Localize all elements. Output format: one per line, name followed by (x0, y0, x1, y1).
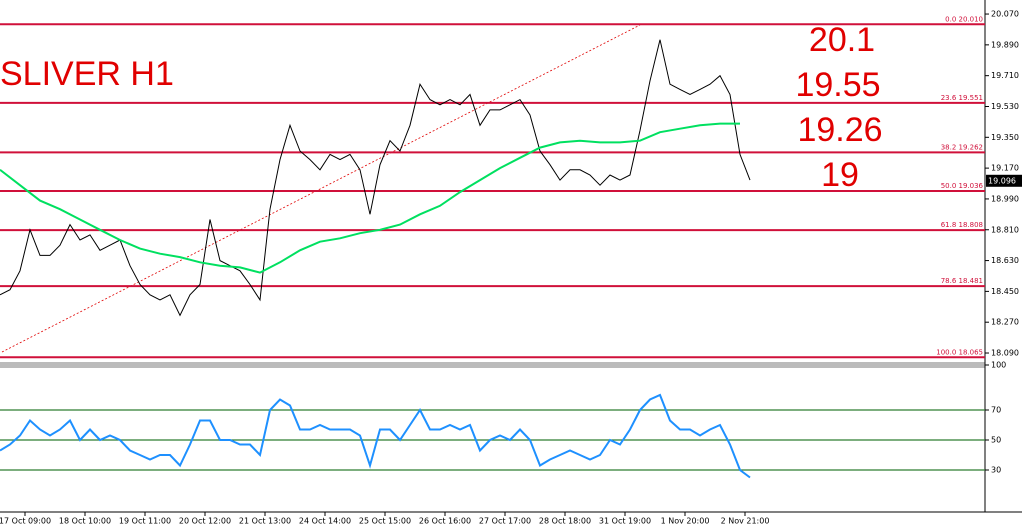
y-tick-label: 70 (991, 406, 1001, 415)
fib-trendline (1, 24, 641, 353)
y-tick-label: 18.270 (991, 318, 1019, 327)
x-tick-label: 27 Oct 17:00 (479, 517, 531, 526)
x-tick-label: 25 Oct 15:00 (359, 517, 411, 526)
y-tick-label: 18.090 (991, 349, 1019, 358)
fib-label: 61.8 18.808 (941, 221, 983, 229)
x-tick-label: 31 Oct 19:00 (599, 517, 651, 526)
y-tick-label: 18.630 (991, 256, 1019, 265)
annotation: 19.26 (797, 111, 882, 149)
fib-label: 78.6 18.481 (941, 277, 983, 285)
x-tick-label: 28 Oct 18:00 (539, 517, 591, 526)
chart-title: SLIVER H1 (0, 55, 174, 93)
fib-label: 0.0 20.010 (945, 15, 983, 23)
y-tick-label: 19.530 (991, 102, 1019, 111)
y-tick-label: 18.990 (991, 194, 1019, 203)
pane-separator (0, 362, 985, 368)
x-tick-label: 2 Nov 21:00 (721, 517, 770, 526)
annotation: 20.1 (809, 21, 875, 59)
annotation: 19 (821, 156, 859, 194)
x-tick-label: 20 Oct 12:00 (179, 517, 231, 526)
annotation: 19.55 (795, 66, 880, 104)
x-tick-label: 24 Oct 14:00 (299, 517, 351, 526)
last-price-box (986, 174, 1022, 187)
x-tick-label: 18 Oct 10:00 (59, 517, 111, 526)
y-tick-label: 18.450 (991, 287, 1019, 296)
last-price-label: 19.096 (988, 176, 1016, 185)
fib-label: 38.2 19.262 (941, 143, 983, 151)
y-tick-label: 19.710 (991, 71, 1019, 80)
fib-label: 23.6 19.551 (941, 94, 983, 102)
series-line (0, 122, 740, 274)
y-tick-label: 19.890 (991, 40, 1019, 49)
y-tick-label: 18.810 (991, 225, 1019, 234)
series-line (0, 393, 751, 479)
y-tick-label: 19.350 (991, 133, 1019, 142)
y-tick-label: 50 (991, 436, 1001, 445)
fib-label: 50.0 19.036 (941, 182, 984, 190)
x-tick-label: 21 Oct 13:00 (239, 517, 291, 526)
y-tick-label: 20.070 (991, 10, 1019, 19)
series-line (0, 39, 751, 317)
x-tick-label: 17 Oct 09:00 (0, 517, 51, 526)
y-tick-label: 19.170 (991, 164, 1019, 173)
x-tick-label: 26 Oct 16:00 (419, 517, 471, 526)
y-tick-label: 100 (991, 361, 1006, 370)
x-tick-label: 19 Oct 11:00 (119, 517, 171, 526)
x-tick-label: 1 Nov 20:00 (661, 517, 710, 526)
y-tick-label: 30 (991, 466, 1001, 475)
fib-label: 100.0 18.065 (936, 348, 983, 356)
